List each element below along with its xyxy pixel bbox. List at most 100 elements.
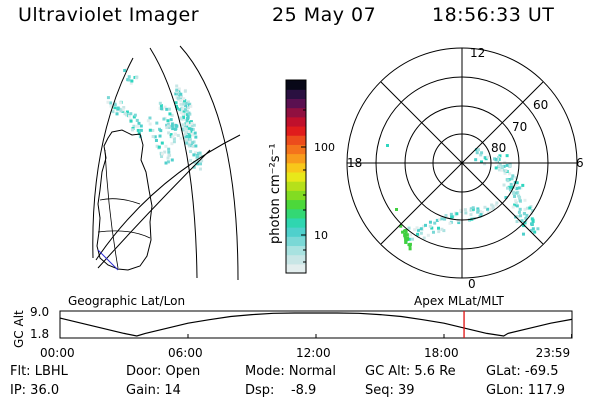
emission-pixel — [170, 113, 174, 117]
emission-pixel — [155, 121, 159, 125]
emission-pixel — [187, 103, 191, 107]
emission-pixel — [431, 230, 435, 234]
emission-pixel — [175, 106, 179, 110]
emission-pixel — [531, 218, 535, 222]
geo-grid-2 — [97, 230, 151, 239]
emission-pixel — [166, 156, 170, 160]
emission-pixel — [198, 154, 202, 158]
emission-pixel — [185, 109, 189, 113]
emission-pixel — [506, 186, 510, 190]
emission-pixel — [160, 154, 164, 158]
emission-pixel — [456, 219, 460, 223]
emission-pixel — [162, 117, 166, 121]
emission-pixel — [191, 141, 195, 145]
emission-pixel — [182, 110, 186, 114]
emission-pixel — [165, 123, 169, 127]
emission-pixel — [464, 211, 468, 215]
colorbar-swatch — [286, 254, 306, 265]
emission-pixel — [504, 196, 508, 200]
geo-arc-1 — [92, 57, 134, 259]
emission-pixel — [127, 114, 131, 118]
emission-pixel — [183, 127, 187, 131]
emission-pixel — [167, 150, 171, 154]
emission-pixel — [505, 163, 509, 167]
mlt-label-12: 12 — [470, 46, 486, 60]
emission-pixel — [471, 206, 475, 210]
emission-pixel — [518, 214, 522, 218]
colorbar-swatch — [286, 116, 306, 127]
emission-pixel — [194, 135, 198, 139]
dsp-readout: Dsp: -8.9 — [245, 383, 317, 398]
emission-pixel — [183, 124, 187, 128]
emission-pixel — [486, 207, 490, 211]
emission-pixel — [125, 110, 129, 114]
emission-pixel — [520, 219, 524, 223]
emission-pixel — [182, 102, 186, 106]
emission-pixel — [109, 104, 113, 108]
geographic-panel-label: Geographic Lat/Lon — [68, 294, 186, 308]
emission-pixel — [188, 134, 192, 138]
colorbar-swatch — [286, 98, 306, 109]
emission-pixel — [469, 213, 473, 217]
emission-pixel — [521, 232, 525, 236]
emission-pixel — [185, 134, 189, 138]
emission-pixel — [154, 138, 158, 142]
emission-pixel — [186, 113, 190, 117]
emission-pixel — [192, 153, 196, 157]
emission-pixel — [444, 213, 448, 217]
colorbar-swatch — [286, 125, 306, 136]
emission-pixel — [137, 121, 141, 125]
emission-pixel — [183, 89, 187, 93]
emission-pixel — [187, 130, 191, 134]
emission-pixel — [151, 135, 155, 139]
emission-pixel — [113, 106, 117, 110]
emission-pixel — [525, 213, 529, 217]
emission-pixel — [119, 109, 123, 113]
emission-pixel — [399, 224, 403, 228]
emission-pixel — [134, 76, 138, 80]
emission-pixel — [171, 135, 175, 139]
emission-pixel — [173, 127, 177, 131]
emission-pixel — [121, 108, 125, 112]
colorbar-swatch — [286, 80, 306, 90]
emission-pixel — [518, 195, 522, 199]
emission-pixel — [137, 131, 141, 135]
glon-readout: GLon: 117.9 — [486, 383, 566, 398]
emission-pixel — [419, 227, 423, 231]
colorbar-swatch — [286, 89, 306, 99]
geo-arc-2 — [149, 47, 198, 279]
emission-pixel — [475, 151, 479, 155]
emission-pixel — [489, 207, 493, 211]
emission-pixel — [187, 143, 191, 147]
emission-pixel — [175, 104, 179, 108]
emission-pixel — [198, 167, 202, 171]
colorbar-swatch — [286, 181, 306, 191]
emission-pixel — [186, 115, 190, 119]
emission-pixel — [531, 209, 535, 213]
emission-pixel — [163, 150, 167, 154]
emission-pixel — [514, 201, 518, 205]
emission-pixel — [179, 92, 183, 96]
emission-pixel — [133, 113, 137, 117]
date-label: 25 May 07 — [272, 4, 377, 26]
emission-pixel — [200, 159, 204, 163]
emission-pixel — [189, 158, 193, 162]
emission-pixel — [166, 160, 170, 164]
emission-pixel — [484, 157, 488, 161]
emission-pixel — [118, 101, 122, 105]
emission-pixel — [188, 124, 192, 128]
emission-pixel — [474, 158, 478, 162]
emission-pixel — [179, 111, 183, 115]
colorbar-swatch — [286, 144, 306, 155]
emission-pixel — [404, 240, 408, 244]
emission-pixel — [433, 221, 437, 225]
emission-pixel — [159, 104, 163, 108]
geo-grid-3 — [104, 149, 119, 269]
emission-pixel — [515, 187, 519, 191]
colorbar-swatch — [286, 135, 306, 145]
emission-pixel — [106, 100, 110, 104]
emission-pixel — [165, 126, 169, 130]
emission-pixel — [494, 203, 498, 207]
emission-pixel — [428, 224, 432, 228]
